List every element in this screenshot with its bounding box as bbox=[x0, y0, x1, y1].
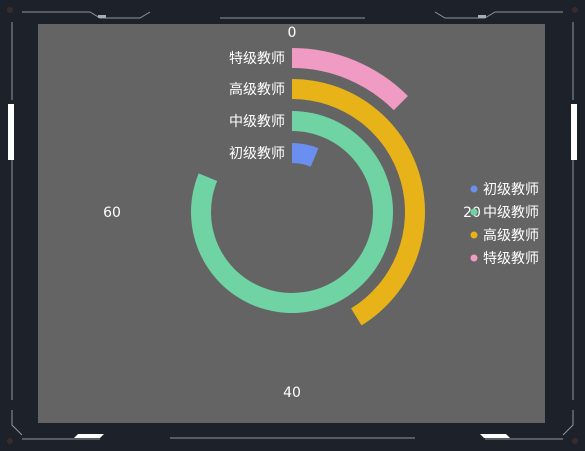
legend-marker-intermediate[interactable] bbox=[470, 208, 478, 216]
category-label-special-grade: 特级教师 bbox=[229, 51, 285, 67]
bottom-right-accent bbox=[480, 434, 510, 438]
bar-special-grade bbox=[292, 48, 408, 111]
angle-tick-0: 0 bbox=[288, 25, 297, 41]
legend-marker-junior[interactable] bbox=[470, 185, 478, 193]
chart-panel bbox=[38, 24, 545, 423]
angle-tick-60: 60 bbox=[103, 205, 121, 221]
left-edge-bar bbox=[8, 104, 14, 160]
category-label-junior: 初级教师 bbox=[229, 145, 285, 162]
legend-item-intermediate[interactable]: 中级教师 bbox=[483, 205, 539, 221]
legend-item-senior[interactable]: 高级教师 bbox=[483, 227, 539, 244]
category-label-intermediate: 中级教师 bbox=[229, 114, 285, 130]
legend-marker-special-grade[interactable] bbox=[470, 254, 478, 262]
right-edge-bar bbox=[571, 104, 577, 160]
legend-item-junior[interactable]: 初级教师 bbox=[483, 181, 539, 198]
bar-intermediate bbox=[190, 111, 393, 313]
legend-marker-senior[interactable] bbox=[470, 231, 478, 239]
angle-tick-40: 40 bbox=[283, 385, 301, 401]
legend-item-special-grade[interactable]: 特级教师 bbox=[483, 251, 539, 267]
bar-junior bbox=[292, 143, 319, 167]
bottom-left-accent bbox=[74, 434, 104, 438]
category-label-senior: 高级教师 bbox=[229, 81, 285, 98]
bar-senior bbox=[292, 79, 426, 326]
